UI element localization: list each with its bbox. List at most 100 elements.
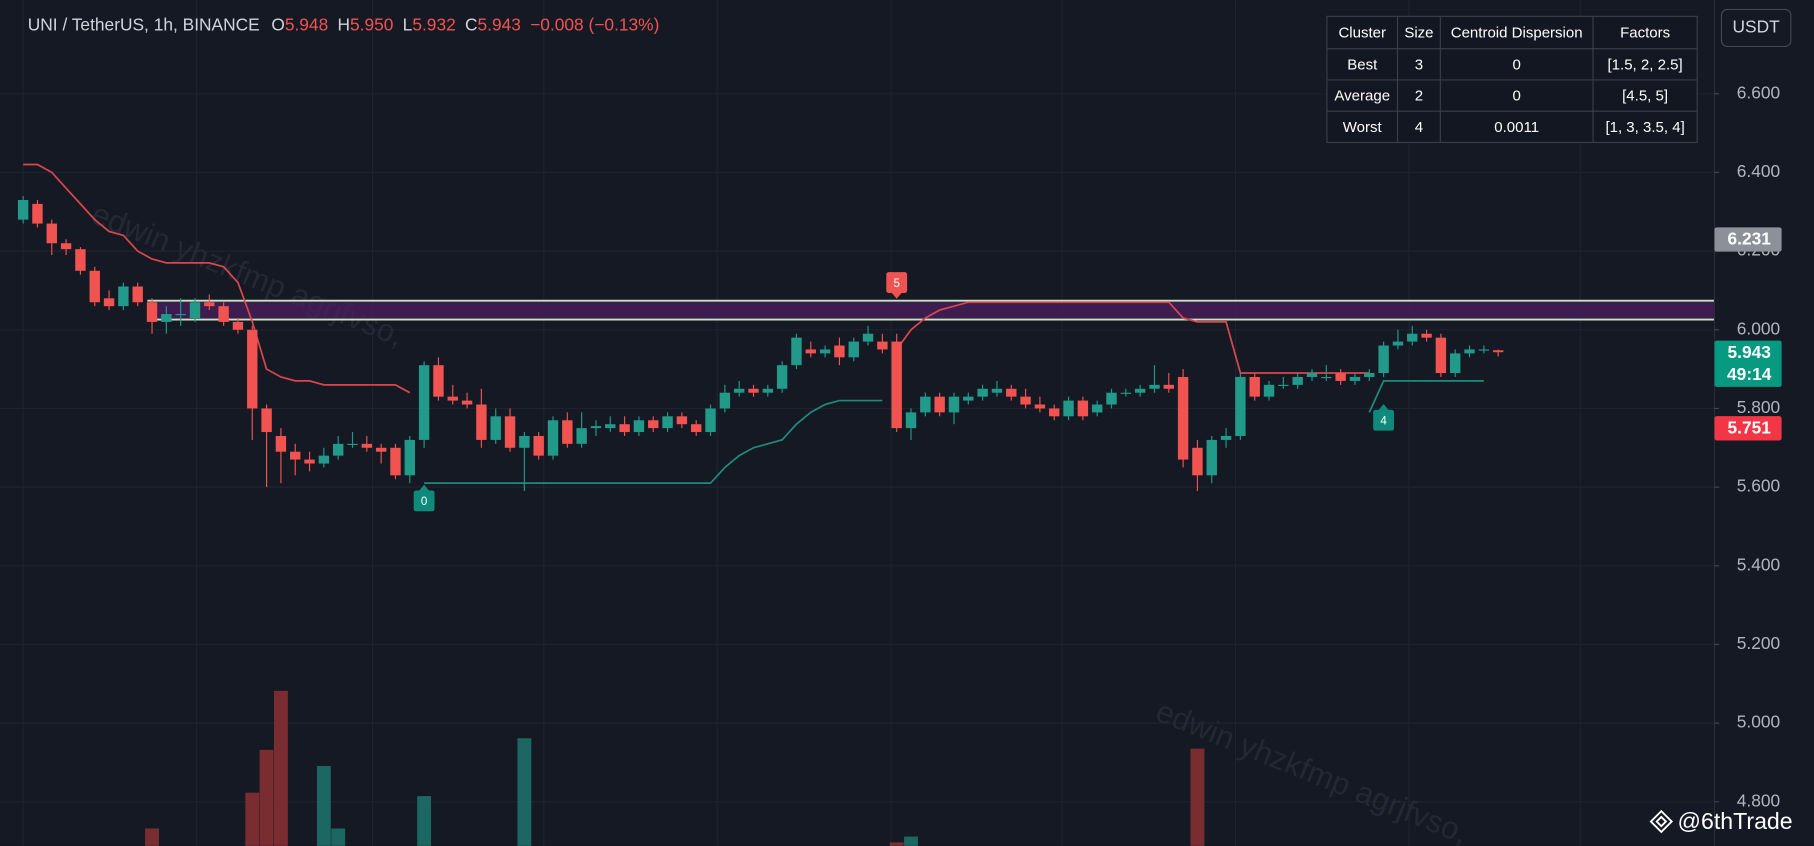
candle-body <box>1120 392 1132 394</box>
candle-body <box>705 408 716 433</box>
candle-body <box>648 420 659 429</box>
candle-body <box>1177 376 1189 460</box>
signal-pointer <box>890 291 903 299</box>
candle-body <box>1134 388 1146 393</box>
candle-body <box>189 302 201 318</box>
candle-body <box>1392 341 1404 346</box>
candle-body <box>175 314 186 316</box>
candle-body <box>619 424 630 433</box>
candle-body <box>862 333 874 342</box>
candle-body <box>447 396 458 401</box>
candle-body <box>605 424 616 429</box>
signal-pointer <box>418 484 430 492</box>
symbol: UNI / TetherUS, 1h, BINANCE <box>28 14 260 34</box>
candle-body <box>991 388 1003 393</box>
plot: 5 0 4 <box>17 163 1715 846</box>
candle-body <box>590 426 602 429</box>
currency[interactable]: USDT <box>1733 17 1781 37</box>
candle-body <box>1063 400 1074 417</box>
price-tag-label: 5.943 <box>1728 342 1772 362</box>
candle-body <box>748 388 759 393</box>
candle-body <box>461 400 473 405</box>
candle-body <box>1206 439 1217 476</box>
candle-body <box>934 396 945 413</box>
candle-body <box>332 443 344 456</box>
signal-text: 4 <box>1380 415 1387 427</box>
candle-body <box>347 443 358 446</box>
table-cell: 0 <box>1513 88 1521 105</box>
candle-body <box>1306 373 1318 377</box>
candle-body <box>318 455 330 464</box>
ohlc-key: L <box>403 14 413 34</box>
candle-body <box>247 329 258 409</box>
candle-body <box>1492 350 1504 353</box>
candle-body <box>1278 384 1289 387</box>
signal-label <box>413 490 435 512</box>
candle-body <box>1263 384 1275 397</box>
candle-body <box>905 412 917 429</box>
candle-body <box>504 416 516 448</box>
candle-body <box>547 420 559 456</box>
table-cell: 0 <box>1513 56 1521 73</box>
candle-body <box>691 424 702 433</box>
candle-body <box>46 223 57 244</box>
candle-body <box>476 404 487 440</box>
signal-text: 0 <box>421 496 427 508</box>
volume-bar <box>145 828 159 846</box>
candle-body <box>218 306 229 322</box>
candle-body <box>418 365 430 440</box>
candle-body <box>1249 376 1260 397</box>
table-cell: 0.0011 <box>1494 119 1539 136</box>
ohlc-key: O <box>271 14 285 34</box>
candle-body <box>17 199 29 220</box>
table-cell: Best <box>1347 56 1378 73</box>
candle-body <box>1220 435 1232 440</box>
candle-body <box>32 203 43 224</box>
candle-body <box>404 439 416 476</box>
signal-label <box>1373 409 1395 431</box>
candle-body <box>1349 376 1361 381</box>
price-tag <box>1714 416 1782 441</box>
candle-body <box>118 286 129 307</box>
y-tick-label: 4.800 <box>1737 790 1780 810</box>
candle-body <box>275 435 287 452</box>
ohlc-value: 5.932 <box>412 14 455 34</box>
candle-body <box>891 341 902 429</box>
table-cell: [1, 3, 3.5, 4] <box>1605 119 1684 136</box>
candle-body <box>977 388 988 397</box>
signal-pointer <box>1377 404 1390 411</box>
candle-body <box>1364 373 1375 377</box>
candle-body <box>1049 408 1060 417</box>
currency-button[interactable] <box>1720 8 1792 48</box>
y-tick-label: 5.800 <box>1737 397 1780 417</box>
table-cell: [4.5, 5] <box>1622 88 1668 105</box>
table-cell: [1.5, 2, 2.5] <box>1608 56 1683 73</box>
candle-body <box>519 435 530 448</box>
candle-body <box>1163 384 1174 389</box>
candle-body <box>1407 333 1418 342</box>
signal-text: 5 <box>893 278 899 290</box>
change: −0.008 (−0.13%) <box>530 14 659 34</box>
candle-body <box>433 365 444 397</box>
y-tick-label: 5.200 <box>1737 633 1780 653</box>
volume-bar <box>245 792 260 846</box>
candle-body <box>819 349 831 354</box>
volume-bar <box>273 690 288 846</box>
table-cell: Average <box>1334 88 1390 105</box>
candle-body <box>103 298 115 307</box>
candle-body <box>1464 349 1475 354</box>
candle-body <box>776 365 788 389</box>
candle-body <box>490 416 501 440</box>
candle-body <box>791 337 802 366</box>
price-axis: 4.8005.0005.2005.4005.6005.8006.0006.200… <box>1714 82 1782 810</box>
candle-body <box>204 302 215 307</box>
zone-fill <box>147 300 1715 320</box>
price-tag <box>1714 227 1782 252</box>
candle-body <box>146 302 158 322</box>
y-tick-label: 6.000 <box>1737 318 1780 338</box>
table-cell: 2 <box>1415 88 1423 105</box>
candle-body <box>719 392 731 409</box>
candle-body <box>290 451 301 460</box>
y-tick-label: 6.600 <box>1737 82 1780 102</box>
y-tick-label: 5.600 <box>1737 476 1780 496</box>
